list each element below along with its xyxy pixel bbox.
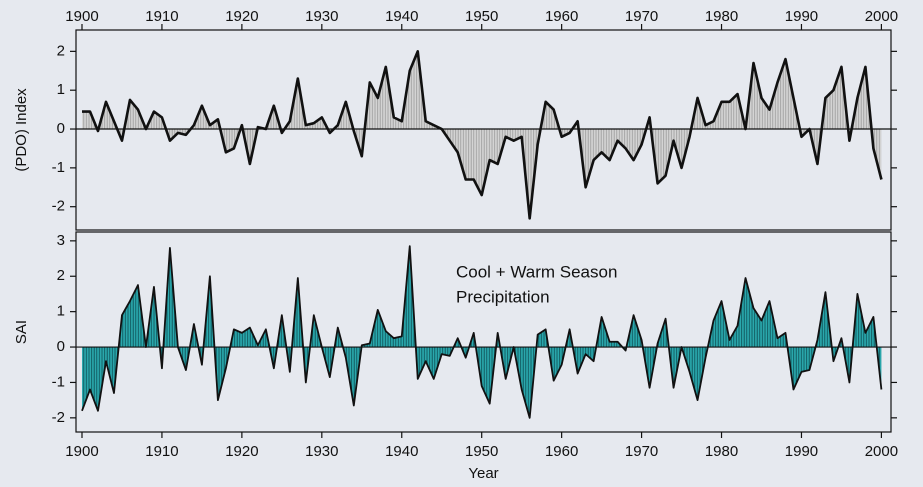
x-tick-label: 1930 (305, 8, 338, 25)
x-tick-label: 2000 (865, 8, 898, 25)
x-tick-label: 1990 (785, 443, 818, 460)
x-tick-label: 1910 (145, 8, 178, 25)
line (81, 245, 883, 419)
y-tick-label: 0 (57, 338, 65, 355)
y-tick-label: 2 (57, 267, 65, 284)
y-tick-label: -2 (52, 409, 65, 426)
annotation: Precipitation (456, 287, 550, 306)
x-tick-label: 1940 (385, 8, 418, 25)
y-tick-label: 1 (57, 81, 65, 98)
area (81, 51, 882, 219)
x-tick-label: 1930 (305, 443, 338, 460)
y-tick-label: -2 (52, 198, 65, 215)
x-tick-label: 1970 (625, 8, 658, 25)
y-tick-label: 0 (57, 120, 65, 137)
x-tick-label: 1920 (225, 443, 258, 460)
line (82, 50, 883, 220)
x-tick-label: 1980 (705, 8, 738, 25)
plot-frame (75, 231, 892, 433)
plot-frame (75, 29, 892, 231)
x-tick-label: 1950 (465, 443, 498, 460)
x-tick-label: 1920 (225, 8, 258, 25)
x-axis-label: Year (468, 465, 498, 482)
annotation: Cool + Warm Season (456, 262, 617, 281)
x-tick-label: 1990 (785, 8, 818, 25)
x-tick-label: 1960 (545, 8, 578, 25)
x-tick-label: 1910 (145, 443, 178, 460)
x-tick-label: 2000 (865, 443, 898, 460)
y-tick-label: -1 (52, 373, 65, 390)
x-tick-label: 1980 (705, 443, 738, 460)
x-tick-label: 1950 (465, 8, 498, 25)
x-tick-label: 1960 (545, 443, 578, 460)
y-tick-label: 2 (57, 42, 65, 59)
y-axis-label: (PDO) Index (13, 88, 30, 172)
x-tick-label: 1970 (625, 443, 658, 460)
y-tick-label: 1 (57, 303, 65, 320)
x-tick-label: 1900 (65, 443, 98, 460)
y-tick-label: 3 (57, 232, 65, 249)
y-axis-label: SAI (13, 320, 30, 344)
x-tick-label: 1940 (385, 443, 418, 460)
y-tick-label: -1 (52, 159, 65, 176)
x-tick-label: 1900 (65, 8, 98, 25)
